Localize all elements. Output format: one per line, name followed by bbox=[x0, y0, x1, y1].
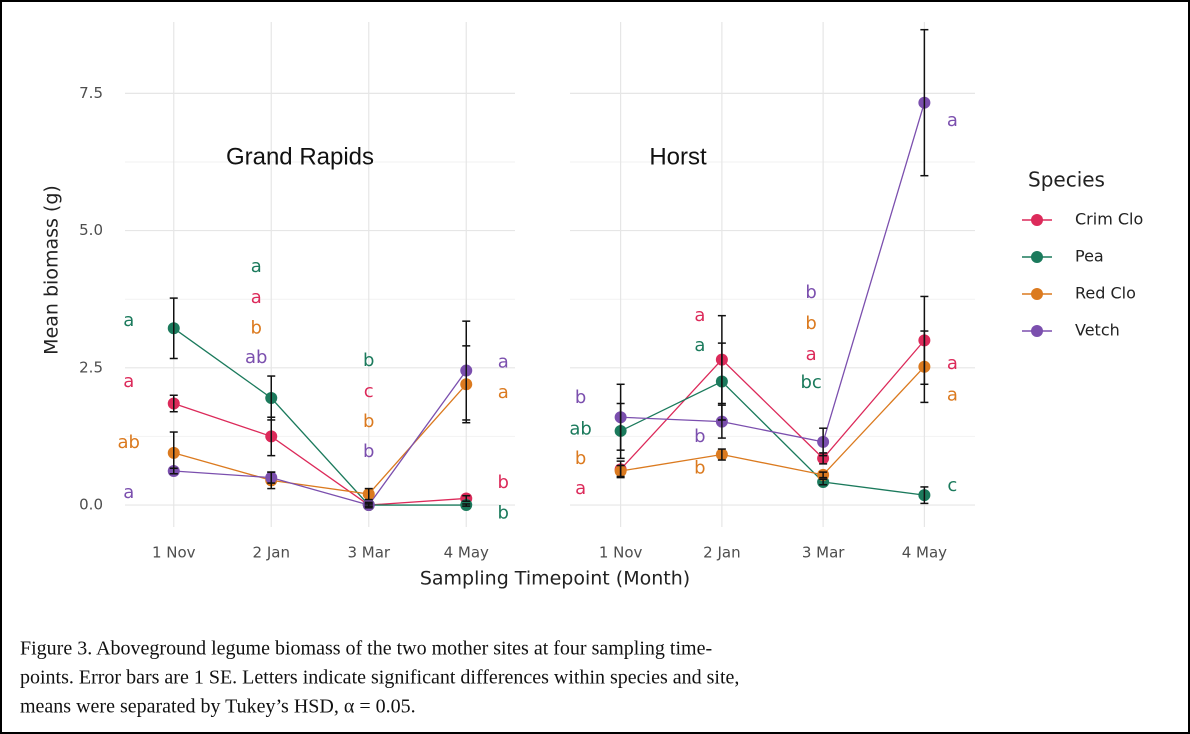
y-tick-label: 2.5 bbox=[79, 358, 103, 376]
error-bar bbox=[169, 297, 178, 360]
significance-letter: b bbox=[805, 313, 816, 334]
series-line bbox=[173, 383, 467, 495]
y-tick-label: 5.0 bbox=[79, 221, 103, 239]
series-line bbox=[620, 366, 925, 476]
legend-point bbox=[1031, 251, 1043, 263]
x-tick-label: 4 May bbox=[444, 544, 489, 562]
significance-letter: c bbox=[947, 475, 957, 496]
error-bar bbox=[920, 330, 929, 404]
error-bar bbox=[267, 375, 276, 421]
caption-line: means were separated by Tukey’s HSD, α =… bbox=[20, 696, 416, 718]
error-bar bbox=[462, 503, 471, 507]
facet-title: Grand Rapids bbox=[226, 143, 374, 170]
significance-letter: b bbox=[363, 411, 374, 432]
legend-label: Pea bbox=[1075, 247, 1104, 266]
significance-letter: b bbox=[363, 441, 374, 462]
y-tick-label: 7.5 bbox=[79, 84, 103, 102]
error-bar bbox=[616, 383, 625, 451]
error-bar bbox=[920, 28, 929, 177]
significance-letter: ab bbox=[569, 418, 591, 439]
legend-point bbox=[1031, 214, 1043, 226]
significance-letter: a bbox=[694, 335, 705, 356]
y-tick-label: 0.0 bbox=[79, 496, 103, 514]
significance-letter: b bbox=[498, 472, 509, 493]
caption-line: points. Error bars are 1 SE. Letters ind… bbox=[20, 667, 739, 689]
series-line bbox=[173, 327, 467, 506]
y-axis-label: Mean biomass (g) bbox=[41, 185, 63, 355]
legend-label: Red Clo bbox=[1075, 284, 1136, 303]
error-bar bbox=[819, 478, 828, 486]
caption-line: Figure 3. Aboveground legume biomass of … bbox=[20, 638, 712, 660]
error-bar bbox=[717, 404, 726, 439]
x-tick-label: 3 Mar bbox=[802, 544, 845, 562]
legend-title: Species bbox=[1028, 168, 1105, 192]
legend-label: Crim Clo bbox=[1075, 210, 1143, 229]
significance-letter: a bbox=[575, 478, 586, 499]
error-bar bbox=[364, 503, 373, 507]
significance-letter: a bbox=[947, 384, 958, 405]
error-bar bbox=[920, 486, 929, 505]
series-line bbox=[173, 402, 467, 506]
legend-point bbox=[1031, 288, 1043, 300]
x-tick-label: 4 May bbox=[902, 544, 947, 562]
significance-letter: b bbox=[694, 426, 705, 447]
significance-letter: a bbox=[123, 310, 134, 331]
x-tick-label: 3 Mar bbox=[347, 544, 390, 562]
significance-letter: b bbox=[363, 350, 374, 371]
significance-letter: a bbox=[694, 305, 705, 326]
significance-letter: a bbox=[806, 344, 817, 365]
error-bar bbox=[169, 394, 178, 413]
error-bar bbox=[462, 320, 471, 421]
series-line bbox=[620, 339, 925, 470]
significance-letter: a bbox=[251, 287, 262, 308]
significance-letter: b bbox=[575, 448, 586, 469]
significance-letter: b bbox=[498, 502, 509, 523]
x-axis-label: Sampling Timepoint (Month) bbox=[420, 568, 690, 590]
error-bar bbox=[169, 467, 178, 475]
x-tick-label: 2 Jan bbox=[253, 544, 290, 562]
significance-letter: a bbox=[947, 353, 958, 374]
significance-letter: a bbox=[947, 110, 958, 131]
error-bar bbox=[616, 464, 625, 478]
significance-letter: ab bbox=[118, 432, 140, 453]
significance-letter: a bbox=[498, 351, 509, 372]
series-line bbox=[620, 102, 925, 443]
x-tick-label: 2 Jan bbox=[703, 544, 740, 562]
x-tick-label: 1 Nov bbox=[152, 544, 196, 562]
legend-point bbox=[1031, 325, 1043, 337]
error-bar bbox=[819, 471, 828, 479]
significance-letter: bc bbox=[800, 372, 821, 393]
legend-label: Vetch bbox=[1075, 321, 1120, 340]
significance-letter: a bbox=[251, 256, 262, 277]
significance-letter: a bbox=[498, 382, 509, 403]
significance-letter: a bbox=[123, 371, 134, 392]
significance-letter: c bbox=[364, 381, 374, 402]
x-tick-label: 1 Nov bbox=[599, 544, 643, 562]
facet-title: Horst bbox=[649, 143, 707, 170]
series-line bbox=[173, 370, 467, 506]
significance-letter: b bbox=[805, 282, 816, 303]
error-bar bbox=[267, 471, 276, 484]
significance-letter: a bbox=[123, 482, 134, 503]
significance-letter: b bbox=[251, 317, 262, 338]
significance-letter: ab bbox=[245, 347, 267, 368]
significance-letter: b bbox=[575, 387, 586, 408]
error-bar bbox=[364, 487, 373, 501]
error-bar bbox=[819, 427, 828, 457]
error-bar bbox=[717, 448, 726, 461]
error-bar bbox=[462, 494, 471, 502]
significance-letter: b bbox=[694, 457, 705, 478]
